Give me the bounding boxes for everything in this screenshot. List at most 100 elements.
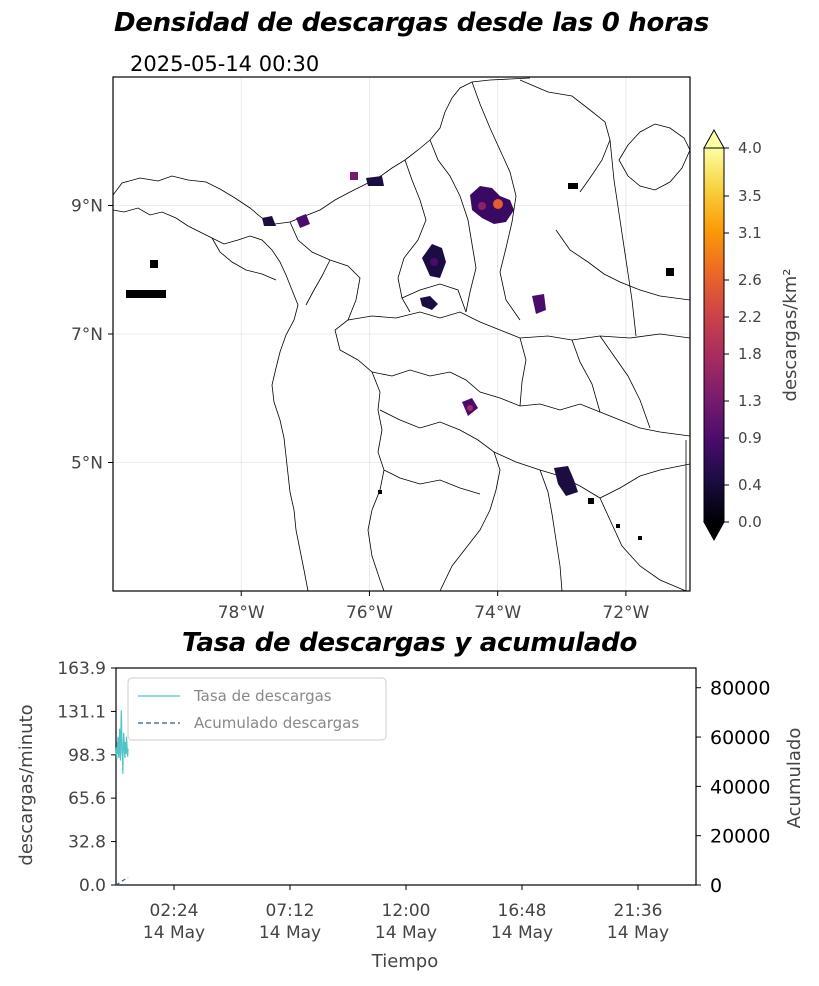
border-m	[493, 451, 690, 499]
border-s	[609, 139, 637, 337]
density-patch-dot2	[616, 524, 620, 528]
colorbar-tick-label: 1.3	[738, 392, 762, 410]
ts-legend: Tasa de descargas Acumulado descargas	[127, 677, 387, 741]
ts-ylabel: descargas/minuto	[16, 704, 37, 865]
lake-maracaibo	[618, 123, 690, 191]
density-patch-coast	[296, 214, 310, 228]
ts-y2tick-label: 0	[710, 875, 722, 897]
lightning-density-map: 78°W 76°W 74°W 72°W 9°N 7°N 5°N	[71, 76, 691, 623]
density-patch-w2	[126, 290, 166, 298]
colorbar-tick-label: 0.4	[738, 476, 762, 494]
colorbar: 0.0 0.4 0.9 1.3 1.8 2.2 2.6 3.1 3.5 4.0 descargas…	[703, 128, 801, 542]
border-q	[599, 497, 687, 591]
colorbar-tick-label: 1.8	[738, 345, 762, 363]
ts-xtick-label: 02:24	[150, 901, 199, 921]
density-patch-south-core	[467, 405, 473, 411]
lon-tick-label: 72°W	[602, 603, 649, 623]
density-patch-north	[470, 186, 514, 224]
border-i	[519, 337, 527, 407]
ts-y2tick-label: 80000	[710, 678, 770, 700]
ts-y2tick-label: 60000	[710, 727, 770, 749]
density-patch-coast2	[262, 216, 276, 226]
lat-tick-label: 9°N	[71, 197, 103, 217]
border-n	[539, 469, 563, 591]
lower-chart-title: Tasa de descargas y acumulado	[181, 628, 638, 658]
border-o	[305, 259, 331, 306]
legend-label-accum: Acumulado descargas	[194, 714, 359, 732]
map-gridlines	[113, 77, 690, 591]
colorbar-extend-max	[703, 128, 725, 149]
density-patch-small	[420, 296, 438, 310]
lon-tick-label: 78°W	[218, 603, 265, 623]
border-k	[599, 335, 651, 429]
rate-accumulated-chart: 0.0 32.8 65.6 98.3 131.1 163.9 0 20000 40000 600…	[16, 659, 805, 972]
ts-y2tick-label: 20000	[710, 826, 770, 848]
ts-ytick-label: 131.1	[57, 702, 106, 722]
map-title: Densidad de descargas desde las 0 horas	[113, 8, 710, 38]
legend-label-rate: Tasa de descargas	[193, 687, 332, 705]
venezuela-coast	[519, 79, 611, 193]
map-timestamp: 2025-05-14 00:30	[130, 52, 320, 76]
border-j	[571, 339, 601, 413]
pacific-coastline	[113, 207, 309, 591]
density-patch-dot1	[588, 498, 594, 504]
ts-xtick-label: 14 May	[491, 923, 553, 943]
colorbar-tick-labels: 0.0 0.4 0.9 1.3 1.8 2.2 2.6 3.1 3.5 4.0	[724, 139, 762, 531]
ts-y2tick-label: 40000	[710, 776, 770, 798]
series-line-accumulated	[115, 876, 129, 886]
density-patch-nw	[366, 176, 384, 186]
ts-xtick-label: 07:12	[266, 901, 315, 921]
ts-xtick-label: 14 May	[607, 923, 669, 943]
colorbar-tick-label: 3.5	[738, 187, 762, 205]
ts-right-axis-ticks: 0 20000 40000 60000 80000	[696, 678, 770, 897]
density-medium	[478, 202, 486, 210]
colorbar-label: descargas/km²	[780, 269, 801, 402]
colorbar-tick-label: 0.9	[738, 429, 762, 447]
ts-xtick-label: 21:36	[614, 901, 663, 921]
map-borders	[113, 77, 690, 591]
border-h	[379, 409, 501, 591]
border-c	[397, 159, 427, 313]
ts-ytick-label: 32.8	[68, 833, 106, 853]
ts-ytick-label: 65.6	[68, 789, 106, 809]
ts-xtick-label: 14 May	[375, 923, 437, 943]
series-line-rate	[115, 710, 129, 774]
density-patch-nw2	[350, 172, 358, 180]
density-patch-dot4	[378, 490, 382, 494]
border-l	[383, 469, 481, 495]
density-patch-far-e	[666, 268, 674, 276]
ts-xtick-label: 14 May	[259, 923, 321, 943]
density-center-core	[430, 258, 438, 266]
caribbean-coastline	[113, 77, 531, 225]
density-patch-ne	[568, 183, 578, 189]
ts-left-axis-ticks: 0.0 32.8 65.6 98.3 131.1 163.9	[57, 659, 116, 896]
lon-tick-label: 76°W	[346, 603, 393, 623]
density-patches	[126, 172, 674, 540]
density-patch-dot3	[638, 536, 642, 540]
ts-xlabel: Tiempo	[371, 951, 439, 972]
colorbar-tick-label: 2.6	[738, 271, 762, 289]
lat-tick-label: 7°N	[71, 325, 103, 345]
border-b	[347, 311, 690, 341]
border-e	[471, 81, 521, 321]
ts-ytick-label: 0.0	[79, 876, 106, 896]
lon-tick-label: 74°W	[474, 603, 521, 623]
border-p	[211, 237, 277, 281]
colorbar-tick-label: 4.0	[738, 139, 762, 157]
colorbar-extend-min	[703, 521, 725, 542]
border-f	[401, 283, 467, 313]
ts-series-lines	[115, 710, 129, 886]
density-patch-se	[554, 466, 578, 496]
border-d	[429, 139, 477, 313]
colorbar-tick-label: 3.1	[738, 224, 762, 242]
ts-y2label: Acumulado	[784, 728, 805, 829]
ts-ytick-label: 98.3	[68, 746, 106, 766]
density-patch-east	[532, 294, 546, 314]
ts-xtick-label: 16:48	[498, 901, 547, 921]
density-patch-w	[150, 260, 158, 268]
legend-box	[127, 677, 387, 741]
border-t	[555, 229, 690, 301]
ts-ytick-label: 163.9	[57, 659, 106, 679]
